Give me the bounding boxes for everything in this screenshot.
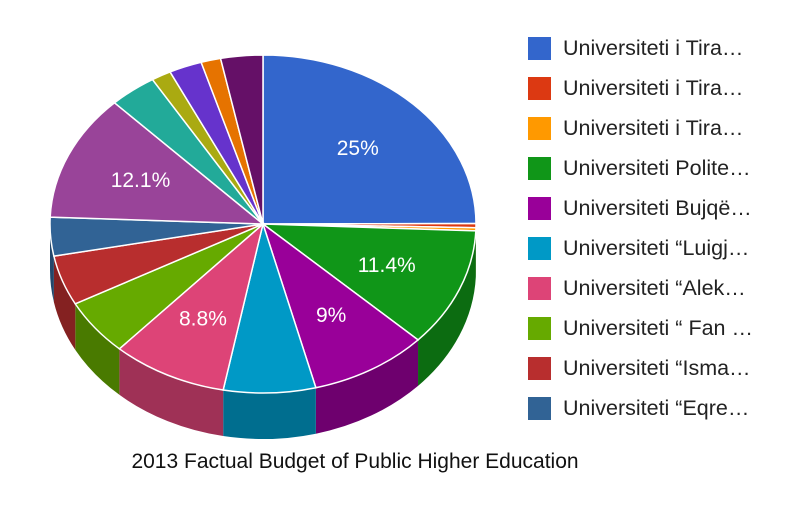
legend-label: Universiteti Bujqë…: [563, 195, 752, 220]
legend-item[interactable]: Universiteti i Tira…: [528, 28, 790, 68]
legend-swatch: [528, 236, 551, 260]
pie-top: [49, 54, 477, 394]
pie-slice-4[interactable]: [261, 221, 420, 389]
legend-swatch: [528, 116, 551, 140]
legend-label: Universiteti i Tira…: [563, 115, 744, 140]
legend-item[interactable]: Universiteti Bujqë…: [528, 188, 790, 228]
slice-label-4: 9%: [316, 304, 346, 327]
pie-slice-0[interactable]: [262, 54, 477, 225]
legend-label: Universiteti “ Fan …: [563, 315, 753, 340]
legend-item[interactable]: Universiteti Polite…: [528, 148, 790, 188]
legend-swatch: [528, 276, 551, 300]
pie-slice-side-3: [418, 230, 476, 386]
legend-item[interactable]: Universiteti “ Fan …: [528, 308, 790, 348]
legend-item[interactable]: Universiteti i Tira…: [528, 68, 790, 108]
pie-slice-side-7: [75, 303, 120, 395]
legend-swatch: [528, 76, 551, 100]
legend-label: Universiteti Polite…: [563, 155, 751, 180]
legend-item[interactable]: Universiteti i Tira…: [528, 108, 790, 148]
pie-slice-side-8: [53, 256, 76, 350]
legend-label: Universiteti i Tira…: [563, 35, 744, 60]
pie-slice-3[interactable]: [260, 223, 477, 341]
pie-labels: 25% 11.4% 9% 8.8% 12.1%: [111, 137, 416, 331]
legend: Universiteti i Tira… Universiteti i Tira……: [528, 28, 790, 428]
legend-item[interactable]: Universiteti “Isma…: [528, 348, 790, 388]
pie-slice-6[interactable]: [118, 221, 265, 391]
slice-label-3: 11.4%: [358, 254, 416, 277]
legend-label: Universiteti “Luigj…: [563, 235, 750, 260]
legend-label: Universiteti “Isma…: [563, 355, 751, 380]
legend-swatch: [528, 396, 551, 420]
legend-swatch: [528, 356, 551, 380]
pie-slice-side-6: [119, 348, 224, 437]
legend-swatch: [528, 36, 551, 60]
legend-label: Universiteti “Alek…: [563, 275, 746, 300]
chart-caption: 2013 Factual Budget of Public Higher Edu…: [131, 450, 579, 473]
legend-swatch: [528, 156, 551, 180]
pie-slice-15[interactable]: [219, 54, 264, 225]
pie-slice-side-5: [223, 387, 316, 439]
slice-label-10: 12.1%: [111, 169, 171, 192]
slice-label-0: 25%: [337, 137, 379, 160]
pie-side-walls: [50, 224, 476, 439]
legend-swatch: [528, 316, 551, 340]
legend-label: Universiteti “Eqre…: [563, 395, 750, 420]
legend-item[interactable]: Universiteti “Alek…: [528, 268, 790, 308]
legend-item[interactable]: Universiteti “Luigj…: [528, 228, 790, 268]
slice-label-6: 8.8%: [179, 308, 227, 331]
pie-slice-side-4: [315, 339, 419, 434]
legend-swatch: [528, 196, 551, 220]
legend-label: Universiteti i Tira…: [563, 75, 744, 100]
pie-slice-10[interactable]: [49, 101, 266, 225]
legend-item[interactable]: Universiteti “Eqre…: [528, 388, 790, 428]
